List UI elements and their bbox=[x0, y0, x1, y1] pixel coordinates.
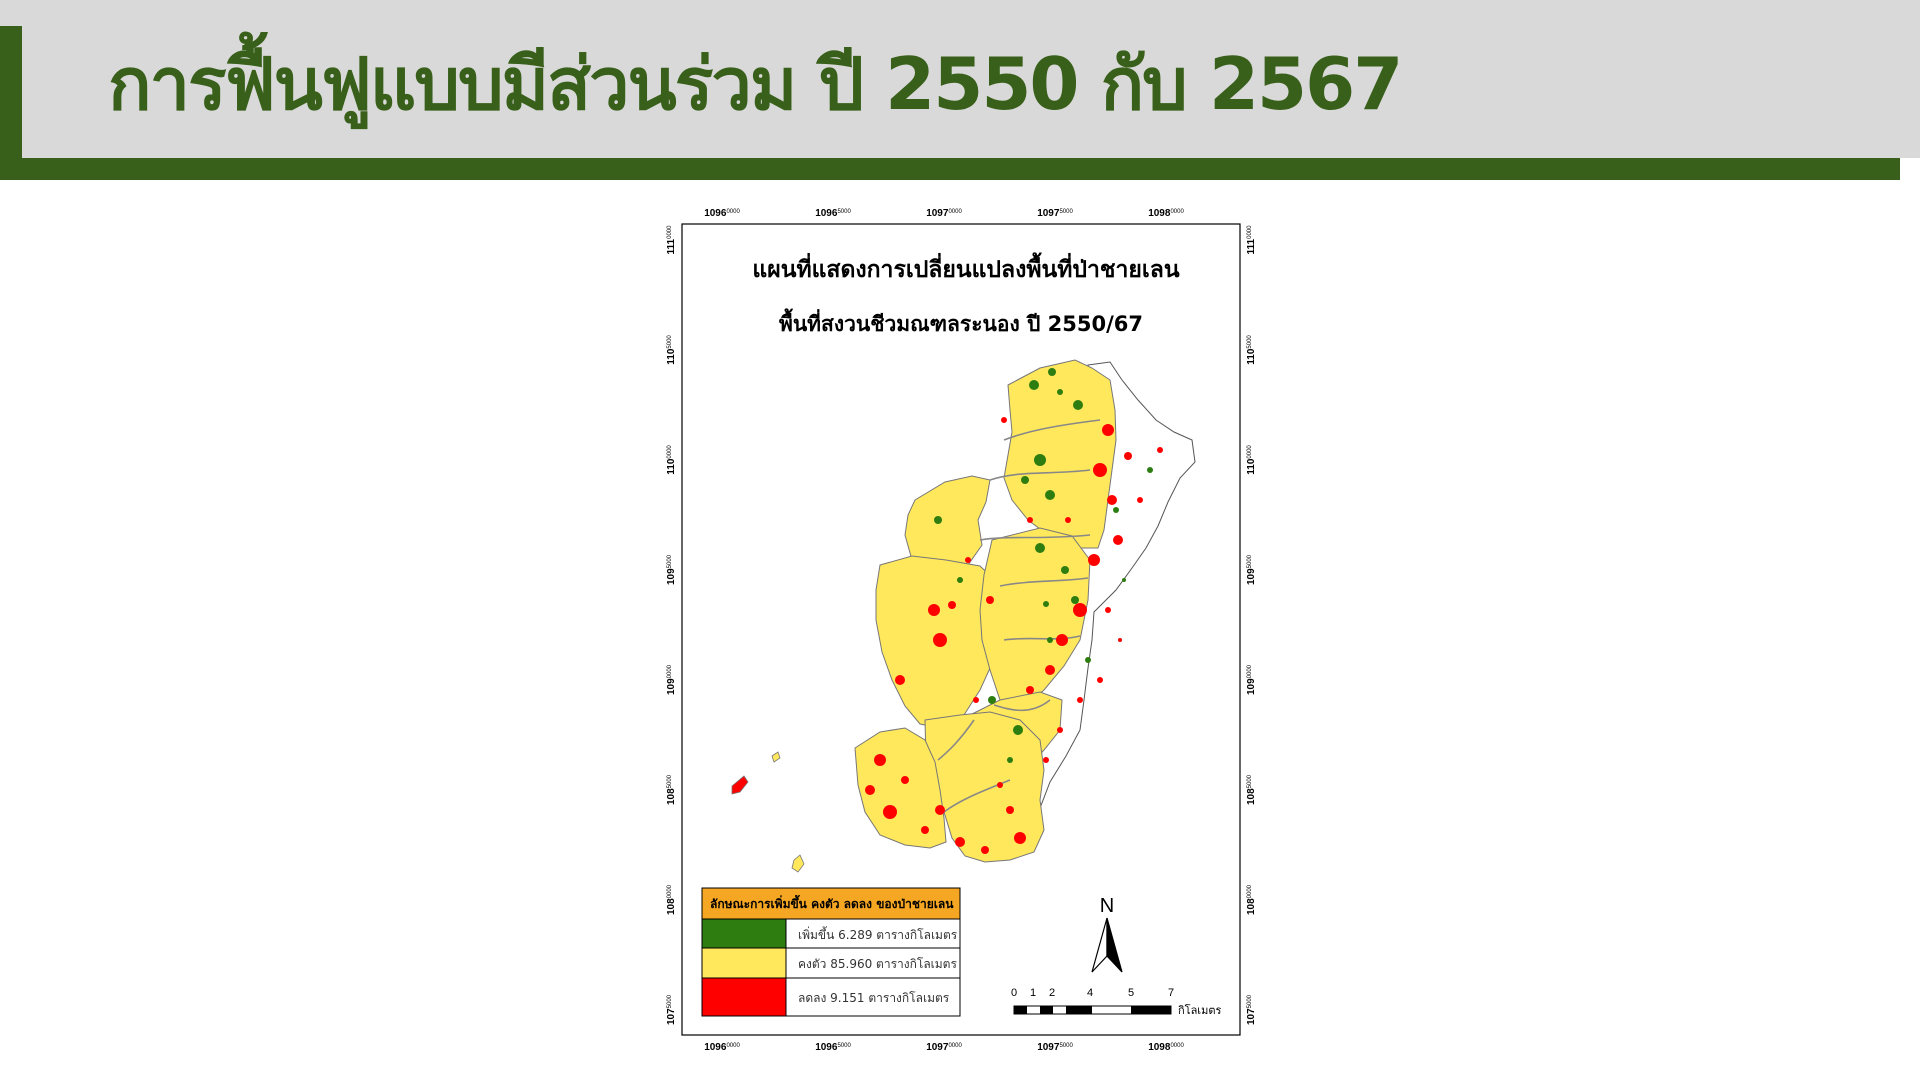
legend: ลักษณะการเพิ่มขึ้น คงตัว ลดลง ของป่าชายเ… bbox=[701, 887, 961, 1017]
y-tick-label: 1105000 bbox=[666, 335, 677, 365]
header-band bbox=[0, 0, 1920, 158]
header-underline-bar bbox=[0, 158, 1900, 180]
legend-swatch-increase bbox=[701, 918, 787, 949]
scale-tick-label: 7 bbox=[1168, 987, 1174, 999]
y-tick-label: 1090000 bbox=[1246, 664, 1257, 695]
x-tick-label: 10960000 bbox=[704, 1042, 740, 1053]
legend-label-increase: เพิ่มขึ้น 6.289 ตารางกิโลเมตร bbox=[798, 926, 958, 942]
y-tick-label: 1090000 bbox=[666, 664, 677, 695]
y-tick-label: 1075000 bbox=[1246, 994, 1257, 1025]
y-tick-label: 1110000 bbox=[1246, 225, 1257, 255]
x-tick-label: 10965000 bbox=[815, 208, 851, 219]
increase-patches bbox=[934, 368, 1153, 763]
x-tick-label: 10980000 bbox=[1148, 1042, 1184, 1053]
y-tick-labels-right: 1110000 1105000 1100000 1095000 1090000 10850… bbox=[1246, 225, 1257, 1025]
y-tick-label: 1095000 bbox=[666, 554, 677, 585]
x-tick-label: 10975000 bbox=[1037, 1042, 1073, 1053]
x-tick-labels-top: 10960000 10965000 10970000 10975000 10980000 bbox=[704, 208, 1184, 219]
y-tick-label: 1095000 bbox=[1246, 554, 1257, 585]
scale-tick-label: 5 bbox=[1128, 987, 1134, 999]
north-label: N bbox=[1100, 895, 1114, 917]
legend-label-stable: คงตัว 85.960 ตารางกิโลเมตร bbox=[798, 957, 957, 971]
x-tick-label: 10975000 bbox=[1037, 208, 1073, 219]
islet-south bbox=[791, 854, 805, 873]
legend-swatch-stable bbox=[701, 947, 787, 979]
y-tick-label: 1085000 bbox=[1246, 774, 1257, 805]
y-tick-label: 1085000 bbox=[666, 774, 677, 805]
y-tick-label: 1100000 bbox=[666, 445, 677, 475]
scale-tick-label: 0 bbox=[1011, 987, 1017, 999]
x-tick-label: 10970000 bbox=[926, 208, 962, 219]
page-title: การฟื้นฟูแบบมีส่วนร่วม ปี 2550 กับ 2567 bbox=[108, 42, 1403, 126]
x-tick-labels-bottom: 10960000 10965000 10970000 10975000 10980000 bbox=[704, 1042, 1184, 1053]
legend-title: ลักษณะการเพิ่มขึ้น คงตัว ลดลง ของป่าชายเ… bbox=[710, 894, 954, 911]
x-tick-label: 10980000 bbox=[1148, 208, 1184, 219]
legend-label-decrease: ลดลง 9.151 ตารางกิโลเมตร bbox=[798, 991, 950, 1005]
island-central bbox=[979, 527, 1091, 711]
map-title-line2: พื้นที่สงวนชีวมณฑลระนอง ปี 2550/67 bbox=[779, 308, 1143, 336]
islet-west-2 bbox=[771, 751, 781, 763]
map-title-line1: แผนที่แสดงการเปลี่ยนแปลงพื้นที่ป่าชายเลน bbox=[752, 252, 1179, 283]
y-tick-label: 1075000 bbox=[666, 994, 677, 1025]
mangrove-area bbox=[731, 359, 1196, 873]
islet-west-1 bbox=[731, 775, 749, 795]
y-tick-labels-left: 1110000 1105000 1100000 1095000 1090000 10850… bbox=[666, 225, 677, 1025]
scale-tick-labels: 0 1 2 4 5 7 bbox=[1011, 987, 1174, 999]
legend-swatch-decrease bbox=[701, 977, 787, 1017]
y-tick-label: 1080000 bbox=[666, 884, 677, 915]
scale-tick-label: 4 bbox=[1087, 987, 1093, 999]
scale-unit: กิโลเมตร bbox=[1178, 1003, 1222, 1017]
scale-tick-label: 2 bbox=[1049, 987, 1055, 999]
scale-tick-label: 1 bbox=[1030, 987, 1036, 999]
scale-bar: 0 1 2 4 5 7 กิโลเมตร bbox=[1011, 987, 1222, 1017]
x-tick-label: 10965000 bbox=[815, 1042, 851, 1053]
x-tick-label: 10960000 bbox=[704, 208, 740, 219]
decrease-patches bbox=[865, 417, 1163, 854]
island-west bbox=[904, 475, 991, 581]
header-accent-bar bbox=[0, 26, 22, 180]
y-tick-label: 1080000 bbox=[1246, 884, 1257, 915]
y-tick-label: 1105000 bbox=[1246, 335, 1257, 365]
legend-header-box bbox=[701, 887, 961, 920]
y-tick-label: 1100000 bbox=[1246, 445, 1257, 475]
x-tick-label: 10970000 bbox=[926, 1042, 962, 1053]
north-arrow-icon: N bbox=[1091, 895, 1123, 973]
island-north bbox=[1003, 359, 1117, 549]
y-tick-label: 1110000 bbox=[666, 225, 677, 255]
